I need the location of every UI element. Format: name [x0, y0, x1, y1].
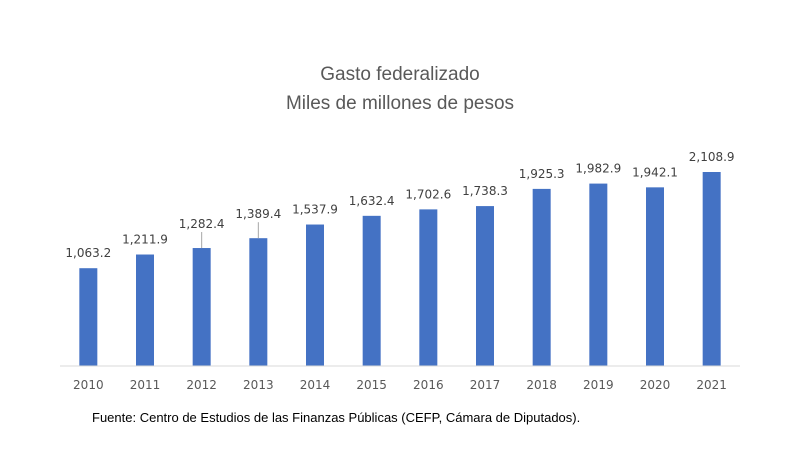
data-label-2021: 2,108.9	[689, 150, 735, 164]
x-tick-labels-group: 2010 2011 2012 2013 2014 2015 2016 2017 2018 2019…	[73, 378, 727, 392]
data-label-2011: 1,211.9	[122, 233, 168, 247]
bar-2011	[136, 254, 154, 366]
bar-2010	[79, 268, 98, 366]
data-label-2020: 1,942.1	[632, 165, 678, 179]
data-label-2019: 1,982.9	[575, 162, 621, 176]
chart-title: Gasto federalizado	[320, 64, 480, 85]
x-tick-label-2015: 2015	[356, 378, 387, 392]
x-tick-label-2016: 2016	[413, 378, 444, 392]
bar-2019	[589, 183, 608, 366]
data-labels-group: 1,063.2 1,211.9 1,282.4 1,389.4 1,537.9 1,632…	[65, 150, 734, 260]
leader-lines-group	[201, 222, 259, 249]
data-label-2012: 1,282.4	[179, 217, 225, 231]
bar-2015	[362, 215, 381, 366]
x-tick-label-2014: 2014	[300, 378, 331, 392]
data-label-2016: 1,702.6	[405, 187, 451, 201]
x-tick-label-2019: 2019	[583, 378, 614, 392]
data-label-2017: 1,738.3	[462, 184, 508, 198]
source-note: Fuente: Centro de Estudios de las Finanz…	[92, 410, 580, 425]
bar-2013	[249, 238, 268, 366]
x-tick-label-2020: 2020	[640, 378, 671, 392]
x-tick-label-2018: 2018	[526, 378, 557, 392]
bar-2014	[306, 224, 324, 366]
data-label-2015: 1,632.4	[349, 194, 395, 208]
x-tick-label-2012: 2012	[186, 378, 217, 392]
bar-2017	[476, 206, 494, 366]
x-tick-label-2017: 2017	[470, 378, 501, 392]
data-label-2013: 1,389.4	[235, 207, 281, 221]
bar-2018	[532, 188, 551, 366]
data-label-2014: 1,537.9	[292, 203, 338, 217]
x-tick-label-2011: 2011	[130, 378, 161, 392]
bar-2020	[646, 187, 664, 366]
x-tick-label-2010: 2010	[73, 378, 104, 392]
bar-2021	[702, 172, 721, 366]
bar-2016	[419, 209, 438, 366]
bar-2012	[192, 248, 211, 366]
chart-subtitle: Miles de millones de pesos	[286, 93, 514, 114]
x-tick-label-2013: 2013	[243, 378, 274, 392]
bars-group	[79, 172, 721, 366]
data-label-2018: 1,925.3	[519, 167, 565, 181]
x-tick-label-2021: 2021	[696, 378, 727, 392]
data-label-2010: 1,063.2	[65, 246, 111, 260]
